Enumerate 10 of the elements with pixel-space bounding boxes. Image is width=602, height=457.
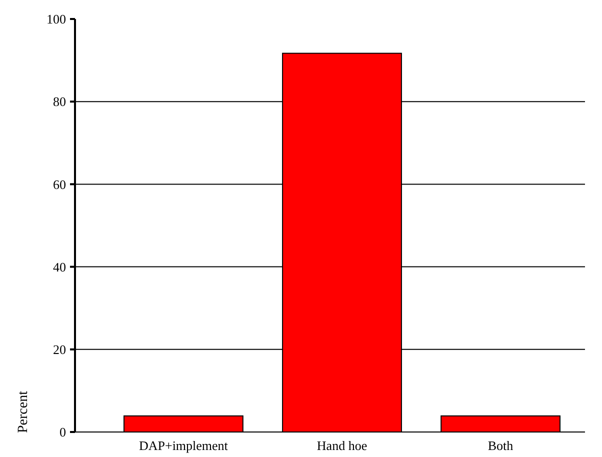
x-tick-label: DAP+implement bbox=[138, 438, 228, 453]
y-tick-label: 60 bbox=[53, 176, 66, 192]
y-tick-label: 80 bbox=[53, 94, 66, 110]
y-axis-title: Percent bbox=[16, 390, 31, 433]
y-tick-label: 40 bbox=[53, 259, 66, 274]
y-tick-label: 0 bbox=[60, 424, 66, 440]
x-tick-label: Hand hoe bbox=[316, 438, 368, 453]
y-tick-label: 100 bbox=[46, 12, 66, 27]
x-tick-label: Both bbox=[488, 438, 514, 453]
y-tick-label: 20 bbox=[53, 342, 66, 357]
